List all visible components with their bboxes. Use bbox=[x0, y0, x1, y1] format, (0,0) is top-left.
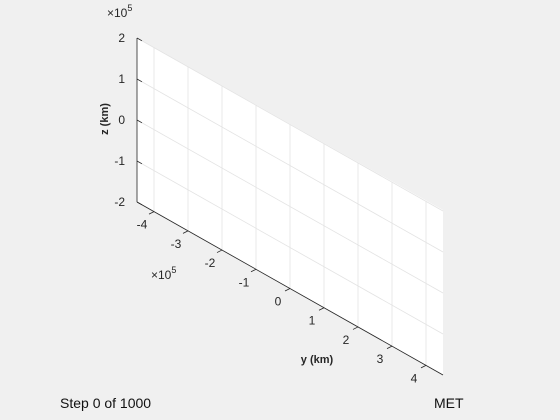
y-tick-label: -4 bbox=[137, 218, 148, 232]
z-tick-mark bbox=[136, 78, 143, 83]
y-tick-mark bbox=[250, 268, 257, 273]
z-tick-label: 1 bbox=[118, 72, 125, 86]
y-tick-mark bbox=[420, 365, 427, 369]
y-exponent-label: ×105 bbox=[151, 265, 176, 282]
mode-label-text: MET bbox=[434, 395, 464, 411]
y-tick-label: 0 bbox=[275, 295, 282, 309]
y-tick-label: 2 bbox=[343, 333, 350, 347]
y-tick-label: 3 bbox=[377, 352, 384, 366]
z-tick-label: 2 bbox=[118, 31, 125, 45]
z-tick-mark bbox=[136, 201, 143, 206]
z-tick-mark bbox=[136, 160, 143, 165]
y-tick-label: -2 bbox=[205, 256, 216, 270]
grid-line-z-4 bbox=[136, 37, 444, 212]
y-axis-ticks: -4 -3 -2 -1 0 1 2 3 4 bbox=[137, 211, 427, 385]
y-tick-mark bbox=[318, 307, 325, 311]
y-tick-label: 1 bbox=[309, 314, 316, 328]
y-tick-mark bbox=[284, 288, 291, 292]
y-tick-mark bbox=[182, 230, 189, 234]
z-axis-ticks: -2 -1 0 1 2 bbox=[114, 31, 143, 209]
z-tick-mark bbox=[136, 37, 143, 42]
z-tick-label: -2 bbox=[114, 195, 125, 209]
y-tick-label: -1 bbox=[239, 275, 250, 289]
y-tick-mark bbox=[148, 211, 155, 215]
y-axis-label: y (km) bbox=[301, 354, 334, 366]
y-tick-mark bbox=[386, 345, 393, 350]
grid-line-z-1 bbox=[136, 160, 444, 335]
y-tick-mark bbox=[352, 326, 359, 330]
z-axis-label: z (km) bbox=[99, 103, 111, 135]
grid-line-z-3 bbox=[136, 78, 444, 253]
y-tick-mark bbox=[216, 249, 223, 253]
z-tick-mark bbox=[136, 119, 143, 124]
z-tick-label: -1 bbox=[114, 154, 125, 168]
y-tick-label: -3 bbox=[171, 237, 182, 251]
z-tick-label: 0 bbox=[118, 113, 125, 127]
y-tick-label: 4 bbox=[411, 371, 418, 385]
z-exponent-label: ×105 bbox=[107, 3, 132, 20]
step-counter-text: Step 0 of 1000 bbox=[60, 395, 152, 411]
grid-line-z-2 bbox=[136, 119, 444, 294]
